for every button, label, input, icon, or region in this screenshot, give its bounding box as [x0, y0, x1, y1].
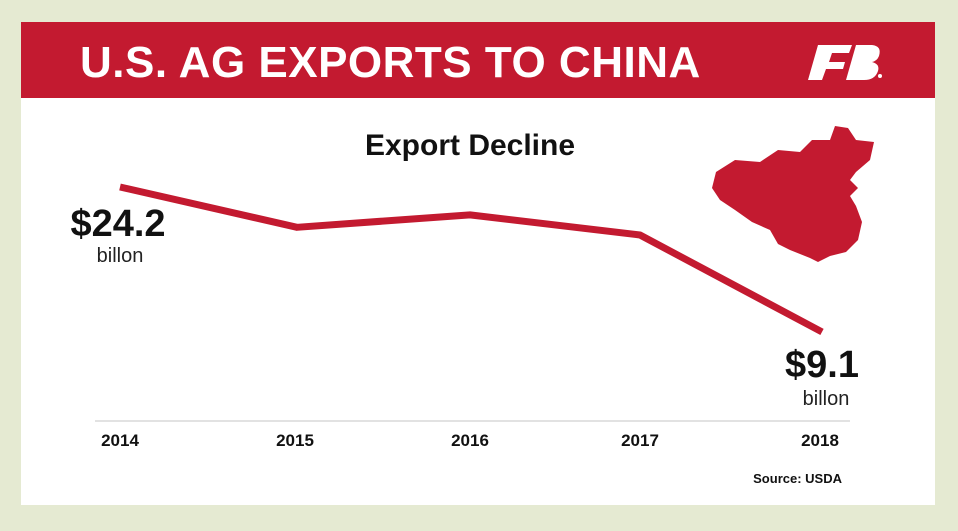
- chart-title: Export Decline: [365, 129, 575, 162]
- farm-bureau-logo: [808, 45, 882, 80]
- header-bar: [21, 22, 935, 98]
- start-unit-label: billon: [97, 245, 144, 267]
- source-note: Source: USDA: [753, 471, 842, 486]
- end-value-label: $9.1: [785, 344, 859, 386]
- x-tick-label: 2018: [801, 431, 839, 450]
- china-map: [712, 126, 874, 262]
- x-tick-label: 2017: [621, 431, 659, 450]
- chart-panel: [21, 22, 935, 505]
- start-value-label: $24.2: [70, 203, 165, 245]
- x-tick-label: 2014: [101, 431, 139, 450]
- page-title: U.S. AG EXPORTS TO CHINA: [80, 38, 701, 87]
- x-tick-label: 2015: [276, 431, 314, 450]
- x-tick-label: 2016: [451, 431, 489, 450]
- series-line: [119, 183, 824, 336]
- end-unit-label: billon: [803, 388, 850, 410]
